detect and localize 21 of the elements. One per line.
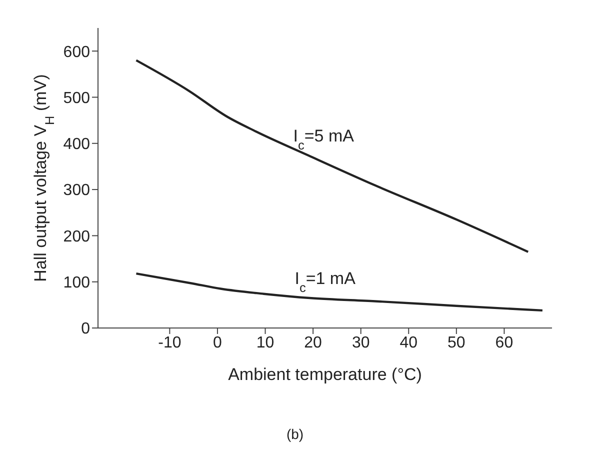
y-tick-label: 100 [63,274,90,292]
y-tick-label: 300 [63,182,90,200]
y-tick-label: 400 [63,136,90,154]
x-tick-label: 40 [400,334,418,352]
x-tick-label: 50 [448,334,466,352]
line-series [135,59,530,253]
y-tick-label: 600 [63,44,90,61]
text: (b) [285,426,305,442]
y-tick-label: 0 [81,320,90,338]
y-tick-label: 500 [63,90,90,107]
x-tick-label: 10 [256,334,274,352]
x-axis-title: Ambient temperature (°C) [228,365,422,384]
x-tick-label: 0 [213,334,222,352]
y-tick-label: 200 [63,228,90,246]
line-series [135,272,544,312]
x-tick-label: -10 [158,334,182,352]
x-tick-label: 20 [304,334,322,352]
annotation: I$_{c}$=5 mA [293,126,355,152]
x-tick-label: 30 [352,334,370,352]
annotation: I$_{c}$=1 mA [294,269,356,294]
x-tick-label: 60 [495,334,514,352]
